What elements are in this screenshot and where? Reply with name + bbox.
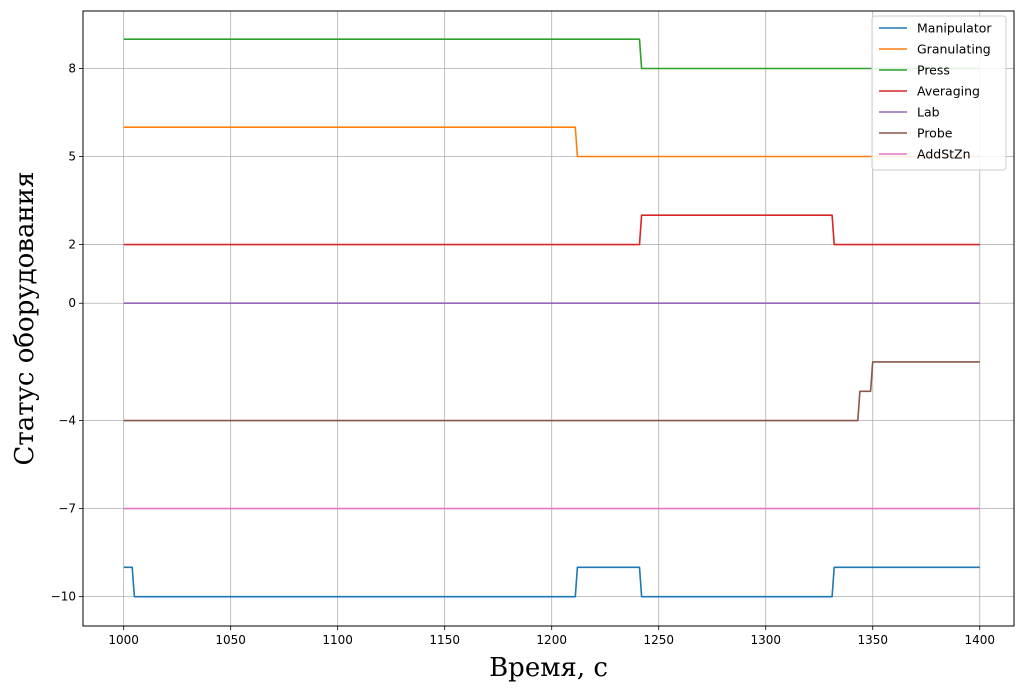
y-tick-label: −4 — [58, 414, 76, 428]
x-tick-label: 1300 — [750, 633, 781, 647]
legend-entry: AddStZn — [917, 147, 971, 162]
y-axis-ticks: −10 −7 −4 0 2 5 8 — [51, 62, 83, 604]
y-tick-label: 2 — [68, 238, 76, 252]
x-axis-ticks: 1000 1050 1100 1150 1200 1250 1300 1350 1400 — [108, 626, 995, 647]
y-tick-label: −10 — [51, 590, 76, 604]
series-line-probe — [123, 361, 980, 422]
legend-entry: Press — [917, 63, 950, 78]
y-tick-label: −7 — [58, 502, 76, 516]
series-line-granulating — [123, 126, 980, 158]
legend-entry: Manipulator — [917, 21, 992, 36]
plot-frame — [82, 10, 1015, 627]
x-tick-label: 1100 — [322, 633, 353, 647]
legend-entry: Averaging — [917, 84, 980, 99]
legend-box — [871, 15, 1007, 171]
x-tick-label: 1200 — [536, 633, 567, 647]
series-line-manipulator — [123, 566, 980, 598]
x-tick-label: 1400 — [964, 633, 995, 647]
series-line-averaging — [123, 214, 980, 246]
legend-entry: Probe — [917, 126, 953, 141]
y-tick-label: 5 — [68, 150, 76, 164]
series-line-press — [123, 38, 980, 70]
legend: Manipulator Granulating Press Averaging Lab P… — [871, 15, 1007, 171]
y-axis-label: Статус оборудования — [10, 171, 40, 465]
x-tick-label: 1000 — [108, 633, 139, 647]
legend-entry: Granulating — [917, 42, 991, 57]
series-lines — [123, 38, 980, 598]
x-tick-label: 1350 — [857, 633, 888, 647]
x-tick-label: 1250 — [643, 633, 674, 647]
y-tick-label: 0 — [68, 296, 76, 310]
legend-entry: Lab — [917, 105, 940, 120]
x-tick-label: 1150 — [429, 633, 460, 647]
x-tick-label: 1050 — [215, 633, 246, 647]
x-axis-label: Время, с — [489, 653, 608, 683]
y-tick-label: 8 — [68, 62, 76, 76]
